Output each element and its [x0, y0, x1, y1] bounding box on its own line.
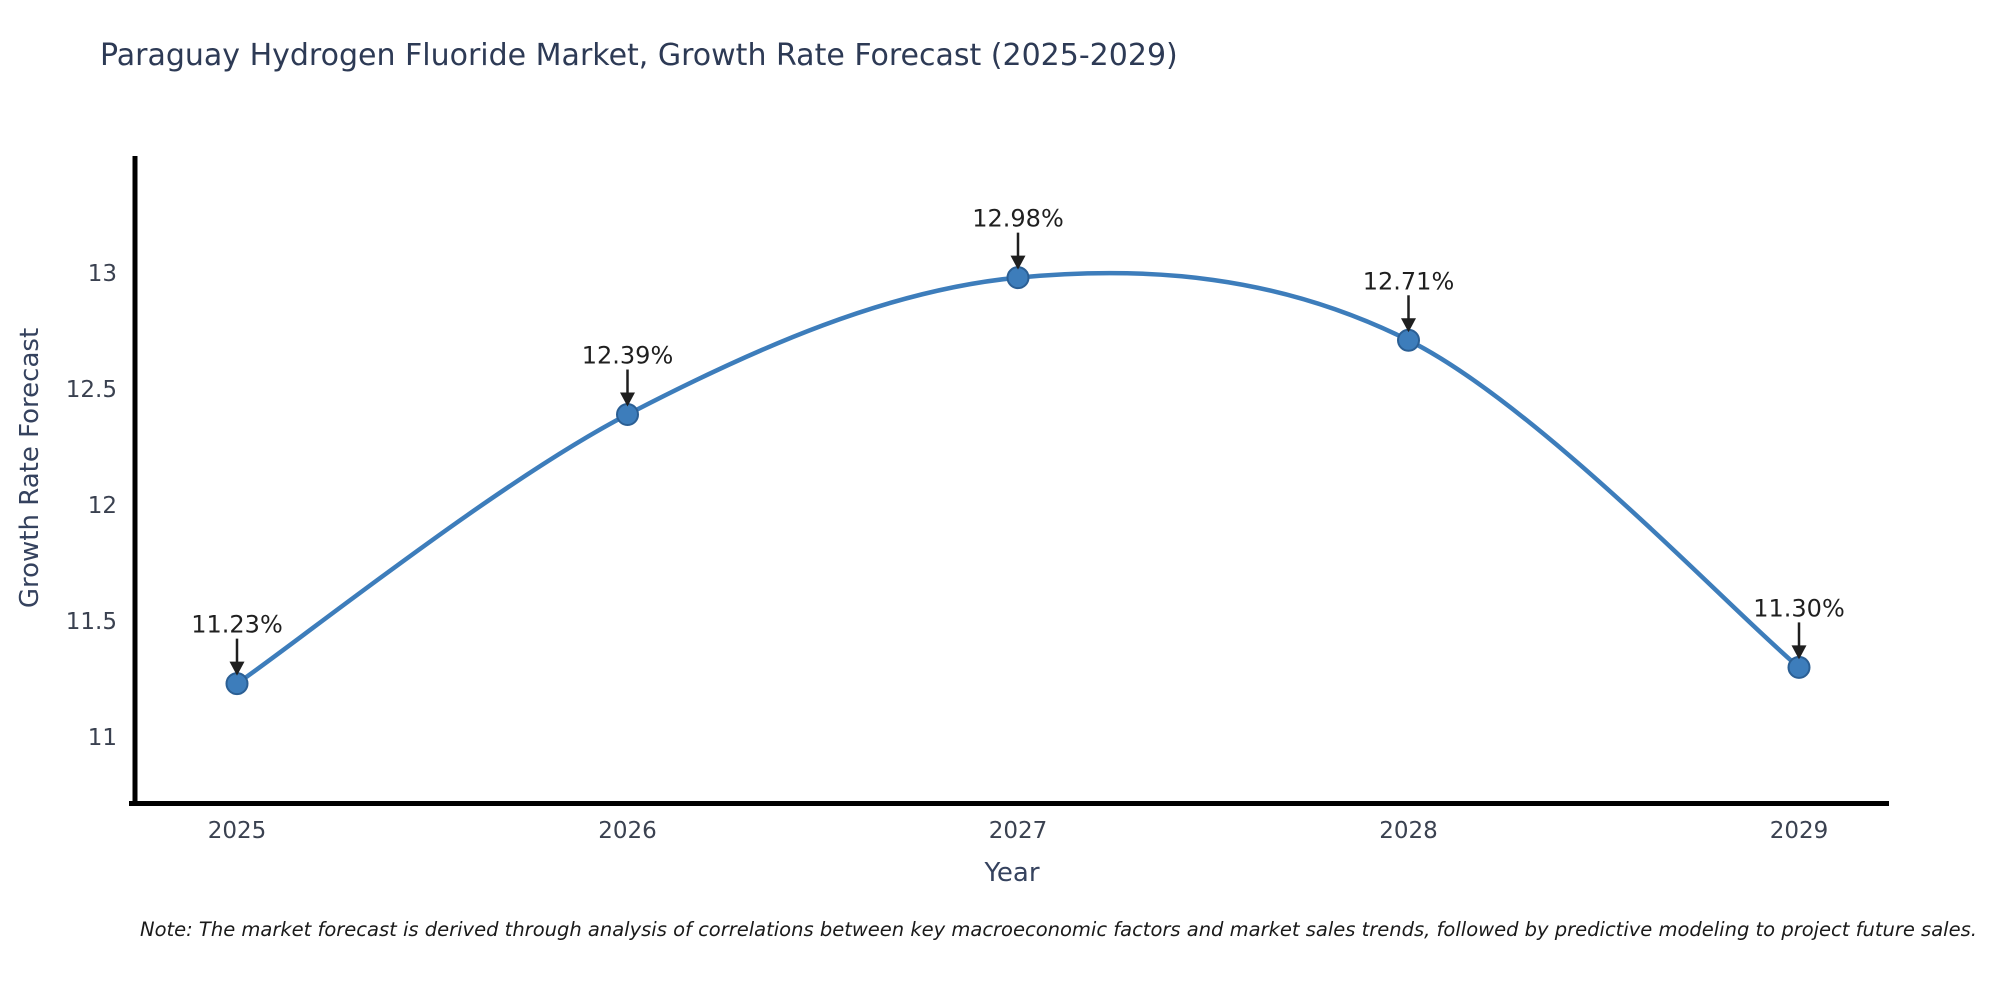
- chart-title: Paraguay Hydrogen Fluoride Market, Growt…: [100, 38, 1178, 73]
- x-axis-label: Year: [984, 858, 1040, 888]
- x-tick-label: 2029: [1770, 818, 1829, 844]
- y-tick-label: 12: [88, 493, 117, 519]
- data-point-2026: [616, 403, 639, 427]
- y-tick-label: 11: [88, 725, 117, 751]
- trend-line: [234, 270, 1802, 686]
- data-point-2025: [225, 672, 249, 696]
- x-tick-label: 2027: [989, 818, 1048, 844]
- y-tick-label: 11.5: [66, 609, 117, 635]
- y-tick-label: 13: [88, 261, 117, 287]
- annotation-arrowhead: [1401, 318, 1416, 333]
- data-point-2029: [1787, 655, 1811, 679]
- data-point-2027: [1006, 266, 1030, 290]
- annotation-label: 12.39%: [582, 342, 674, 370]
- annotation-arrowhead: [229, 661, 245, 676]
- footnote: Note: The market forecast is derived thr…: [140, 918, 1977, 941]
- y-tick-label: 12.5: [66, 377, 117, 403]
- annotation-arrowhead: [1791, 645, 1807, 660]
- annotation-label: 12.71%: [1363, 267, 1455, 295]
- annotation-arrowhead: [620, 392, 635, 407]
- annotation-label: 11.30%: [1753, 594, 1845, 622]
- x-tick-label: 2028: [1379, 818, 1438, 844]
- annotation-label: 11.23%: [191, 611, 283, 639]
- annotation-label: 12.98%: [972, 205, 1064, 233]
- annotation-arrowhead: [1010, 255, 1026, 270]
- x-tick-label: 2026: [598, 818, 657, 844]
- x-tick-label: 2025: [208, 818, 267, 844]
- data-point-2028: [1397, 328, 1420, 352]
